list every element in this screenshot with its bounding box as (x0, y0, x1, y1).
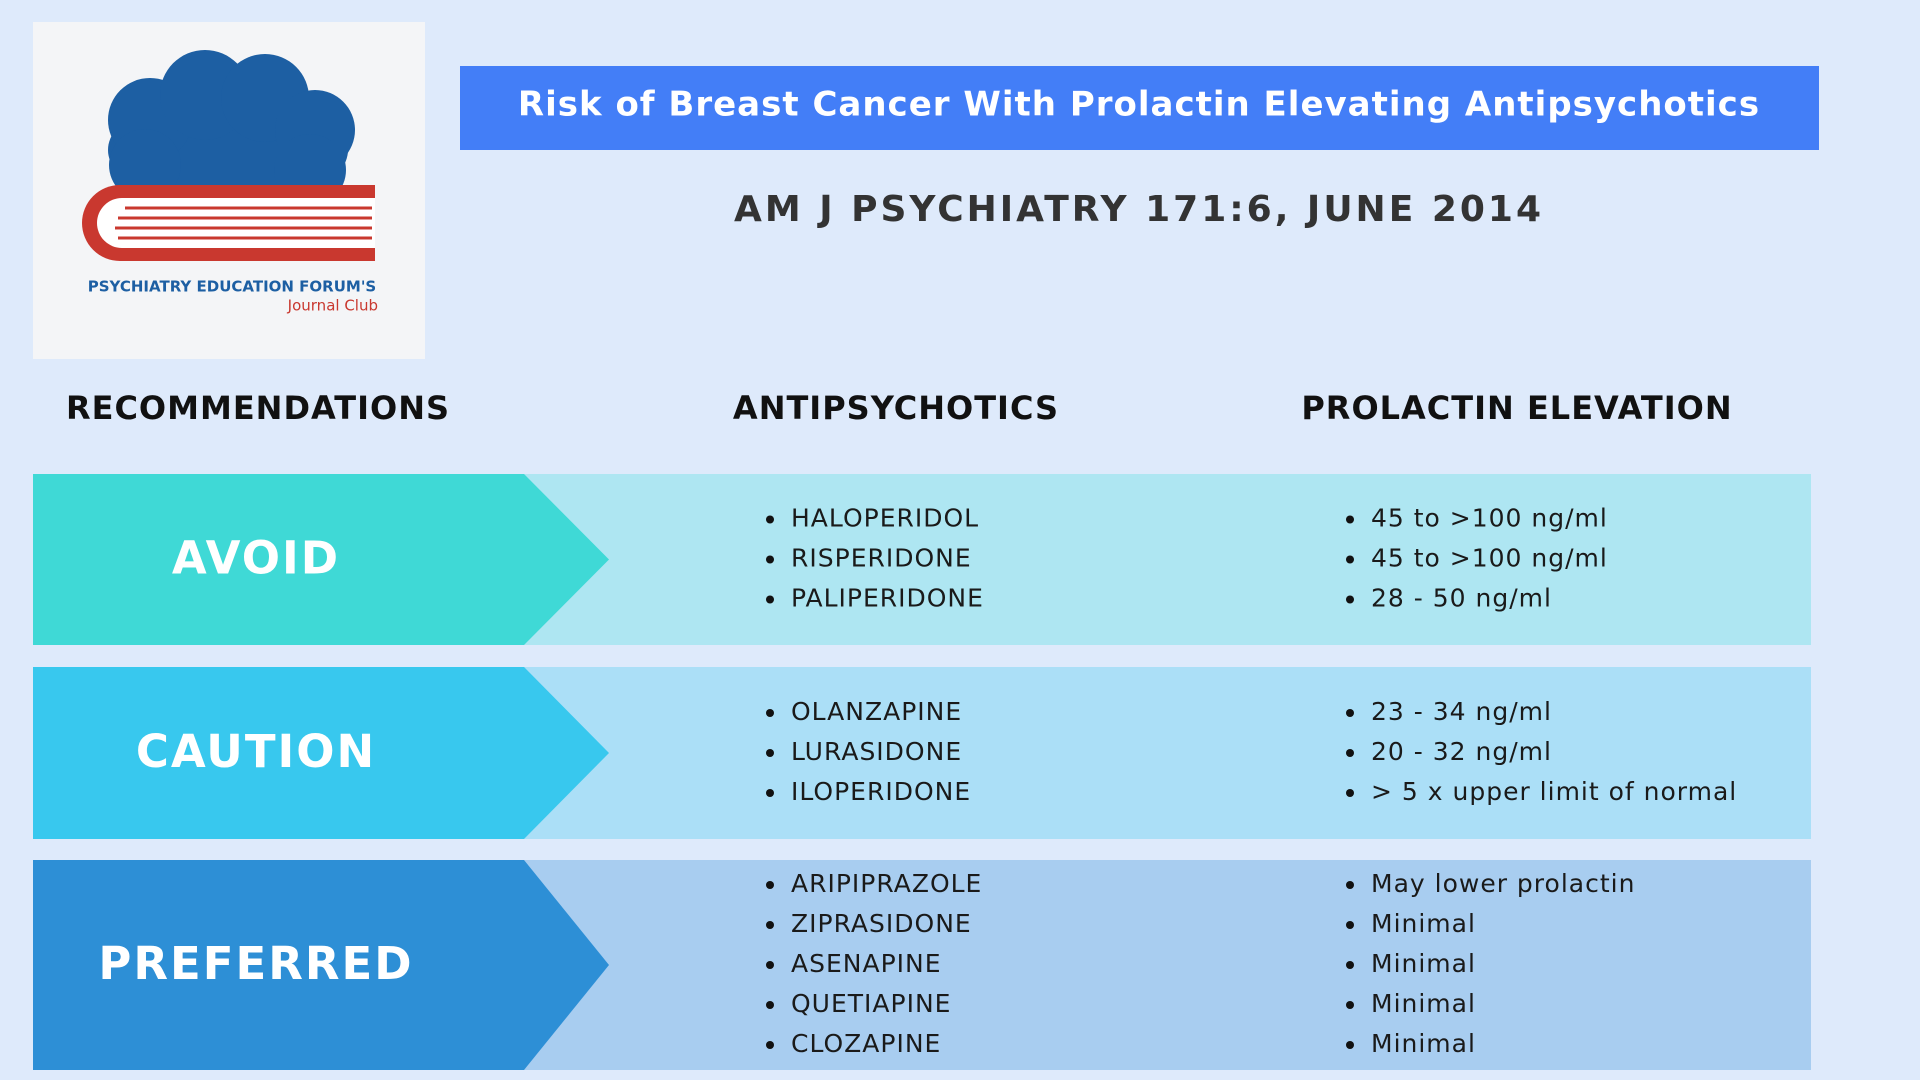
bullet (766, 555, 774, 564)
logo: PSYCHIATRY EDUCATION FORUM'S Journal Clu… (33, 22, 425, 359)
logo-line2: Journal Club (287, 297, 378, 315)
logo-line1: PSYCHIATRY EDUCATION FORUM'S (88, 278, 376, 296)
list-item: LURASIDONE (791, 737, 962, 766)
bullet (766, 881, 774, 889)
row-label: PREFERRED (98, 937, 413, 990)
list-item: PALIPERIDONE (791, 584, 984, 613)
list-item: May lower prolactin (1371, 869, 1635, 898)
row-label: AVOID (172, 532, 340, 585)
bullet (766, 921, 774, 929)
row-label: CAUTION (136, 725, 376, 778)
list-item: 20 - 32 ng/ml (1371, 737, 1552, 766)
row-arrow (33, 667, 609, 839)
bullet (1346, 515, 1354, 524)
column-header: ANTIPSYCHOTICS (733, 389, 1059, 427)
list-item: QUETIAPINE (791, 989, 951, 1018)
bullet (766, 1041, 774, 1049)
bullet (1346, 961, 1354, 969)
list-item: ZIPRASIDONE (791, 909, 972, 938)
bullet (1346, 1041, 1354, 1049)
list-item: 28 - 50 ng/ml (1371, 584, 1552, 613)
bullet (1346, 709, 1354, 717)
bullet (1346, 921, 1354, 929)
list-item: 23 - 34 ng/ml (1371, 697, 1552, 726)
list-item: ASENAPINE (791, 949, 942, 978)
bullet (1346, 749, 1354, 757)
bullet (766, 789, 774, 797)
list-item: 45 to >100 ng/ml (1371, 544, 1608, 573)
list-item: Minimal (1371, 949, 1476, 978)
row-arrow (33, 474, 609, 645)
bullet (766, 1001, 774, 1009)
list-item: HALOPERIDOL (791, 504, 979, 533)
bullet (766, 749, 774, 757)
bullet (1346, 595, 1354, 604)
column-header: PROLACTIN ELEVATION (1301, 389, 1732, 427)
bullet (1346, 881, 1354, 889)
list-item: ILOPERIDONE (791, 777, 971, 806)
list-item: CLOZAPINE (791, 1029, 941, 1058)
list-item: OLANZAPINE (791, 697, 962, 726)
bullet (766, 595, 774, 604)
title: Risk of Breast Cancer With Prolactin Ele… (518, 85, 1760, 125)
row-arrow (33, 860, 609, 1070)
list-item: Minimal (1371, 1029, 1476, 1058)
title-bar (460, 66, 1819, 150)
list-item: Minimal (1371, 909, 1476, 938)
bullet (766, 515, 774, 524)
list-item: Minimal (1371, 989, 1476, 1018)
bullet (766, 961, 774, 969)
column-header: RECOMMENDATIONS (66, 389, 450, 427)
bullet (1346, 789, 1354, 797)
bullet (766, 709, 774, 717)
bullet (1346, 555, 1354, 564)
list-item: RISPERIDONE (791, 544, 972, 573)
list-item: ARIPIPRAZOLE (791, 869, 982, 898)
book-icon (82, 185, 375, 261)
bullet (1346, 1001, 1354, 1009)
list-item: > 5 x upper limit of normal (1371, 777, 1737, 806)
subtitle: AM J PSYCHIATRY 171:6, JUNE 2014 (734, 189, 1544, 230)
list-item: 45 to >100 ng/ml (1371, 504, 1608, 533)
